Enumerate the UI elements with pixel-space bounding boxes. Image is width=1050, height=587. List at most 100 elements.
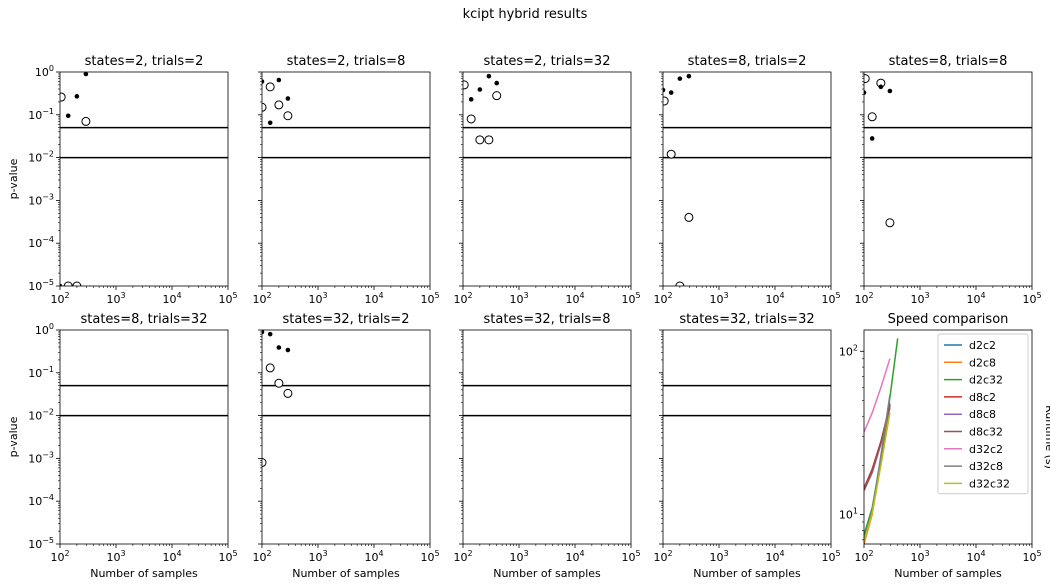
y-tick-label: 10−5 <box>28 278 54 293</box>
filled-marker <box>65 113 71 119</box>
axes-frame <box>59 329 229 545</box>
legend-label: d32c2 <box>969 443 1003 456</box>
plot-area <box>262 77 430 159</box>
open-marker <box>283 388 293 398</box>
figure-suptitle: kcipt hybrid results <box>463 7 588 22</box>
filled-marker <box>468 97 474 102</box>
x-tick-label: 104 <box>565 549 584 564</box>
filled-marker <box>864 90 867 95</box>
filled-marker <box>494 80 500 86</box>
plot-area <box>463 73 631 159</box>
plot-area <box>463 384 631 417</box>
x-tick-label: 102 <box>453 549 472 564</box>
plot-area <box>60 72 228 286</box>
y-tick-label: 100 <box>35 322 54 337</box>
subplot-title: states=8, trials=8 <box>889 54 1008 69</box>
y-tick-label: 10−5 <box>28 536 54 551</box>
y-tick-label: 10−4 <box>28 493 54 508</box>
open-marker <box>867 112 877 122</box>
legend-label: d32c32 <box>969 477 1010 490</box>
x-tick-label: 104 <box>565 291 584 306</box>
x-tick-label: 105 <box>218 291 237 306</box>
filled-marker <box>83 72 89 77</box>
x-axis-label: Number of samples <box>493 567 601 580</box>
filled-marker <box>267 120 273 126</box>
x-tick-label: 103 <box>106 549 125 564</box>
x-tick-label: 104 <box>765 291 784 306</box>
filled-marker <box>869 136 875 141</box>
x-tick-label: 104 <box>364 549 383 564</box>
x-tick-label: 102 <box>854 291 873 306</box>
filled-marker <box>486 73 492 79</box>
subplot-8: states=32, trials=8 102 103 104 105 Number of… <box>453 312 640 580</box>
axes-frame <box>261 71 431 287</box>
series-line-d32c2 <box>864 358 891 433</box>
subplot-title: states=2, trials=2 <box>85 54 204 69</box>
open-marker <box>885 218 895 228</box>
filled-marker <box>887 88 893 94</box>
filled-marker <box>262 330 265 335</box>
y-tick-label: 10−1 <box>28 365 54 380</box>
filled-marker <box>677 76 683 81</box>
open-marker <box>63 281 73 286</box>
subplot-title: states=32, trials=2 <box>283 312 410 327</box>
y-axis-label: p-value <box>7 416 20 457</box>
x-tick-label: 105 <box>1022 291 1041 306</box>
x-tick-label: 102 <box>252 291 271 306</box>
x-tick-label: 102 <box>453 291 472 306</box>
x-axis-label: Number of samples <box>292 567 400 580</box>
y-tick-label: 10−2 <box>28 408 54 423</box>
open-marker <box>666 149 676 159</box>
x-tick-label: 103 <box>709 291 728 306</box>
y-tick-label: 101 <box>839 507 858 522</box>
subplot-title: Speed comparison <box>888 312 1009 327</box>
filled-marker <box>267 331 273 337</box>
axes-frame <box>863 71 1033 287</box>
legend-label: d2c32 <box>969 374 1003 387</box>
x-tick-label: 104 <box>162 291 181 306</box>
legend-box <box>937 333 1029 495</box>
y-axis-label: p-value <box>7 158 20 199</box>
open-marker <box>60 92 66 102</box>
series-line-d2c32 <box>864 338 899 536</box>
filled-marker <box>285 96 291 101</box>
subplot-1: states=2, trials=2 102 103 104 105 10−5 10−4 10… <box>7 54 238 306</box>
open-marker <box>72 281 82 286</box>
x-tick-label: 103 <box>509 549 528 564</box>
legend-label: d2c8 <box>969 356 996 369</box>
x-tick-label: 102 <box>252 549 271 564</box>
x-tick-label: 104 <box>966 291 985 306</box>
plot-area <box>864 74 1032 228</box>
axes-frame <box>662 329 832 545</box>
filled-marker <box>663 87 666 93</box>
x-tick-label: 105 <box>621 549 640 564</box>
subplot-title: states=8, trials=32 <box>81 312 208 327</box>
axes-frame <box>462 71 632 287</box>
x-tick-label: 103 <box>709 549 728 564</box>
plot-area <box>663 384 831 417</box>
open-marker <box>265 363 275 373</box>
open-marker <box>684 212 694 222</box>
subplot-title: states=32, trials=8 <box>484 312 611 327</box>
series-line-d32c8 <box>864 394 891 541</box>
filled-marker <box>276 345 282 350</box>
filled-marker <box>60 283 63 286</box>
plot-area <box>864 338 899 544</box>
y-tick-label: 10−1 <box>28 107 54 122</box>
legend-label: d8c32 <box>969 426 1003 439</box>
filled-marker <box>668 90 674 95</box>
x-tick-label: 103 <box>509 291 528 306</box>
open-marker <box>274 378 284 388</box>
x-tick-label: 102 <box>854 549 873 564</box>
legend-label: d8c8 <box>969 408 996 421</box>
series-line-d32c32 <box>864 412 891 543</box>
subplot-title: states=32, trials=32 <box>679 312 814 327</box>
y-tick-label: 102 <box>839 343 858 358</box>
subplot-6: states=8, trials=32 102 103 104 105 10−5 10−4 1… <box>7 312 238 580</box>
y-tick-label: 10−3 <box>28 192 54 207</box>
x-tick-label: 103 <box>308 291 327 306</box>
x-tick-label: 103 <box>308 549 327 564</box>
y-tick-label: 10−2 <box>28 150 54 165</box>
x-tick-label: 104 <box>364 291 383 306</box>
